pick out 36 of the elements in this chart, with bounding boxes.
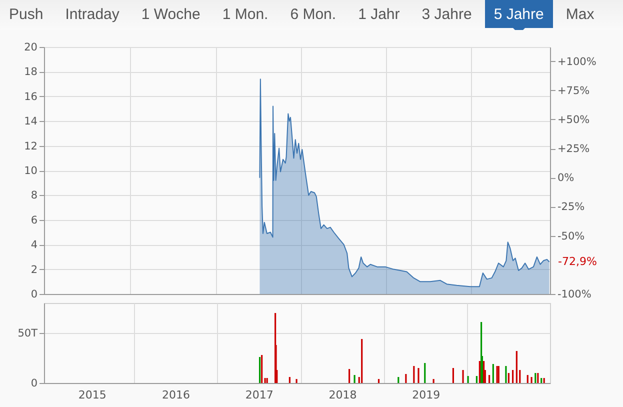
text: Push: [0, 0, 52, 28]
y-tick-label: 10: [24, 165, 38, 177]
y2-tick-label: -50%: [558, 230, 585, 242]
x-tick-label: 2015: [78, 388, 106, 402]
x-tick-label: 2018: [328, 388, 357, 402]
y-tick-label: 12: [24, 140, 38, 152]
y2-tick-label: +50%: [558, 114, 590, 126]
y-tick-label: 50T: [18, 328, 38, 340]
y2-tick-label: +25%: [558, 143, 590, 156]
y2-tick-label: +75%: [558, 84, 590, 97]
y-tick-label: 16: [24, 90, 38, 103]
x-tick-label: 2016: [162, 388, 190, 402]
y-tick-label: 0: [30, 378, 38, 390]
x-tick-label: 2017: [245, 388, 274, 402]
x-tick-label: 2019: [412, 388, 440, 402]
y2-tick-label: -25%: [558, 201, 585, 214]
y-tick-label: 20: [24, 42, 38, 54]
text: Intraday: [56, 0, 128, 28]
text: 1 Mon.: [213, 0, 278, 28]
y-tick-label: 2: [30, 264, 38, 276]
text: 3 Jahre: [412, 0, 481, 28]
y2-tick-label: 0%: [558, 172, 574, 184]
y-tick-label: 18: [24, 66, 38, 78]
y-tick-label: 8: [30, 190, 38, 202]
y-tick-label: 0: [30, 288, 38, 300]
y-tick-label: 4: [30, 239, 38, 252]
text: 6 Mon.: [281, 0, 346, 28]
y2-tick-label: +100%: [558, 56, 596, 68]
text: -72,9%: [558, 254, 597, 268]
y-tick-label: 14: [24, 116, 38, 128]
y2-tick-label: -100%: [558, 288, 592, 300]
text: 1 Jahr: [349, 0, 409, 28]
text: Max: [556, 0, 604, 28]
y-tick-label: 6: [30, 214, 38, 226]
text: 1 Woche: [132, 0, 210, 28]
text: 5 Jahre: [484, 0, 553, 28]
